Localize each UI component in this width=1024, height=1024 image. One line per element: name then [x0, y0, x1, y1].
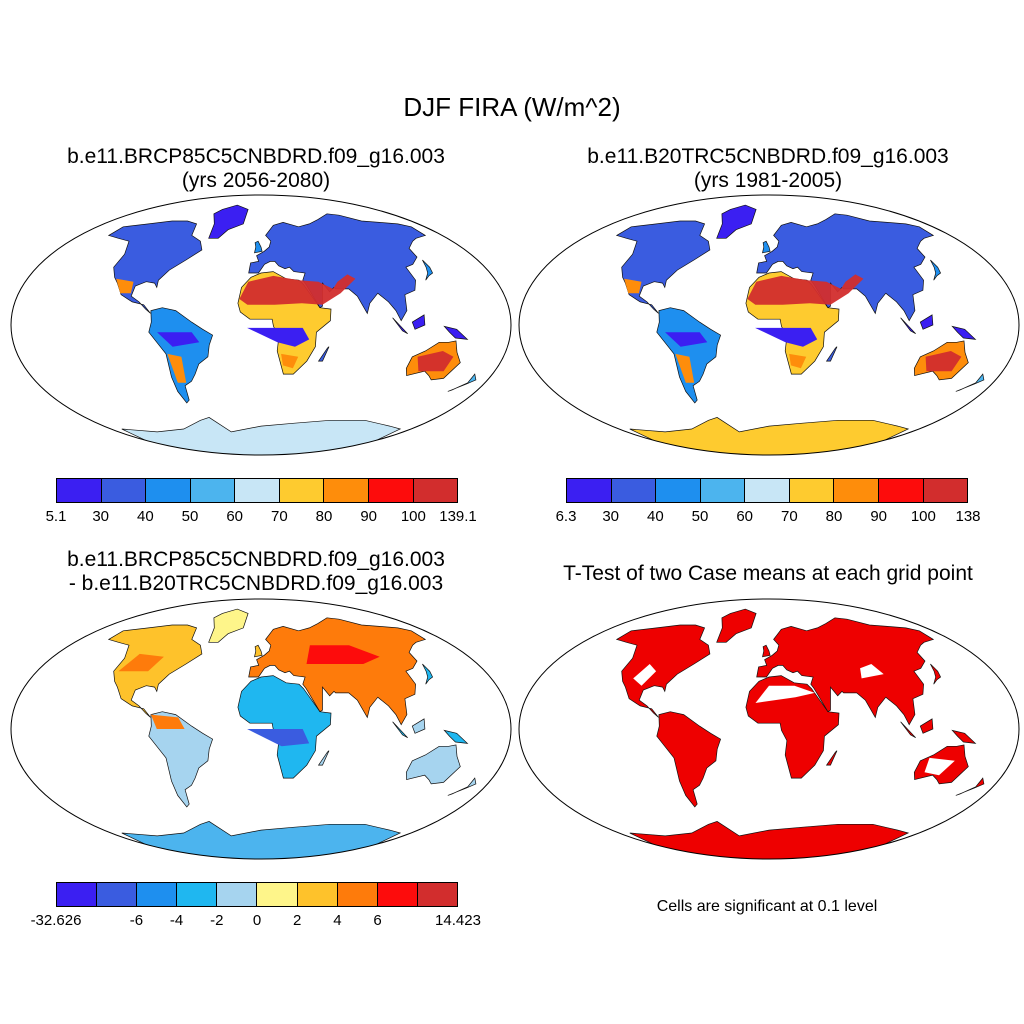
colorbar-tick-label: 6 [373, 912, 382, 929]
colorbar-tick-label: 5.1 [45, 508, 67, 525]
panel-title-line1: b.e11.B20TRC5CNBDRD.f09_g16.003 [587, 145, 949, 168]
colorbar-tick-label: -4 [169, 912, 184, 929]
colorbar-tick-label: 60 [226, 508, 243, 525]
panel-title-top-left: b.e11.BRCP85C5CNBDRD.f09_g16.003 (yrs 20… [0, 145, 512, 193]
colorbar-swatch [417, 883, 457, 906]
colorbar-top-left [56, 478, 458, 503]
colorbar-tick-label: 4 [333, 912, 342, 929]
colorbar-tick-label: 50 [691, 508, 709, 525]
colorbar-tick-label: 2 [293, 912, 302, 929]
colorbar-swatch [146, 479, 191, 502]
colorbar-swatch [923, 479, 968, 502]
panel-title-bottom-left: b.e11.BRCP85C5CNBDRD.f09_g16.003 - b.e11… [0, 548, 512, 596]
colorbar-tick-label: 100 [910, 508, 936, 525]
figure-title: DJF FIRA (W/m^2) [403, 92, 621, 122]
colorbar-tick-label: 50 [181, 508, 199, 525]
colorbar-tick-label: 70 [780, 508, 798, 525]
colorbar-swatch [834, 479, 879, 502]
panel-title-line1: b.e11.BRCP85C5CNBDRD.f09_g16.003 [67, 548, 445, 571]
significance-note: Cells are significant at 0.1 level [656, 898, 878, 915]
colorbar-labels-top-right: 6.3 30 40 50 60 70 80 90 100 138 [556, 508, 981, 528]
colorbar-tick-label: -32.626 [30, 912, 82, 929]
colorbar-tick-label: 138 [955, 508, 981, 525]
colorbar-tick-label: 80 [315, 508, 333, 525]
colorbar-swatch [789, 479, 835, 502]
colorbar-swatch [368, 479, 414, 502]
colorbar-swatch [257, 883, 298, 906]
colorbar-labels-top-left: 5.1 30 40 50 60 70 80 90 100 139.1 [46, 508, 477, 528]
map-top-left [10, 194, 512, 456]
colorbar-tick-label: 0 [252, 912, 262, 929]
panel-title-line2: - b.e11.B20TRC5CNBDRD.f09_g16.003 [68, 572, 444, 595]
colorbar-tick-label: 100 [400, 508, 426, 525]
panel-title-top-right: b.e11.B20TRC5CNBDRD.f09_g16.003 (yrs 198… [512, 145, 1024, 193]
colorbar-swatch [57, 479, 102, 502]
colorbar-swatch [324, 479, 369, 502]
colorbar-tick-label: 70 [270, 508, 288, 525]
colorbar-swatch [235, 479, 280, 502]
panel-title-line2: (yrs 1981-2005) [693, 169, 843, 192]
colorbar-swatch [279, 479, 325, 502]
colorbar-tick-label: 40 [136, 508, 154, 525]
colorbar-swatch [413, 479, 458, 502]
map-bottom-right [518, 598, 1020, 860]
colorbar-swatch [137, 883, 178, 906]
colorbar-tick-label: 40 [646, 508, 664, 525]
colorbar-tick-label: 6.3 [555, 508, 577, 525]
colorbar-swatch [190, 479, 236, 502]
colorbar-tick-label: 30 [602, 508, 619, 525]
colorbar-tick-label: 90 [360, 508, 377, 525]
panel-title-bottom-right: T-Test of two Case means at each grid po… [563, 562, 973, 585]
colorbar-swatch [337, 883, 378, 906]
colorbar-swatch [57, 883, 98, 906]
colorbar-swatch [567, 479, 612, 502]
colorbar-swatch [611, 479, 657, 502]
colorbar-tick-label: 60 [736, 508, 753, 525]
map-top-right [518, 194, 1020, 456]
colorbar-tick-label: -2 [210, 912, 224, 929]
colorbar-swatch [177, 883, 218, 906]
colorbar-tick-label: 80 [825, 508, 843, 525]
panel-title-line1: b.e11.BRCP85C5CNBDRD.f09_g16.003 [67, 145, 445, 168]
map-bottom-left [10, 598, 512, 860]
colorbar-swatch [97, 883, 138, 906]
colorbar-tick-label: 30 [92, 508, 109, 525]
colorbar-tick-label: 14.423 [435, 912, 481, 929]
colorbar-swatch [700, 479, 746, 502]
colorbar-swatch [745, 479, 790, 502]
colorbar-tick-label: 139.1 [439, 508, 477, 525]
colorbar-swatch [217, 883, 258, 906]
colorbar-tick-label: -6 [129, 912, 144, 929]
colorbar-tick-label: 90 [870, 508, 887, 525]
colorbar-swatch [101, 479, 147, 502]
colorbar-bottom-left [56, 882, 458, 907]
panel-title-line2: (yrs 2056-2080) [181, 169, 331, 192]
colorbar-swatch [377, 883, 418, 906]
colorbar-top-right [566, 478, 968, 503]
colorbar-swatch [656, 479, 701, 502]
colorbar-labels-bottom-left: -32.626 -6 -4 -2 0 2 4 6 14.423 [31, 912, 481, 932]
colorbar-swatch [878, 479, 924, 502]
colorbar-swatch [297, 883, 338, 906]
